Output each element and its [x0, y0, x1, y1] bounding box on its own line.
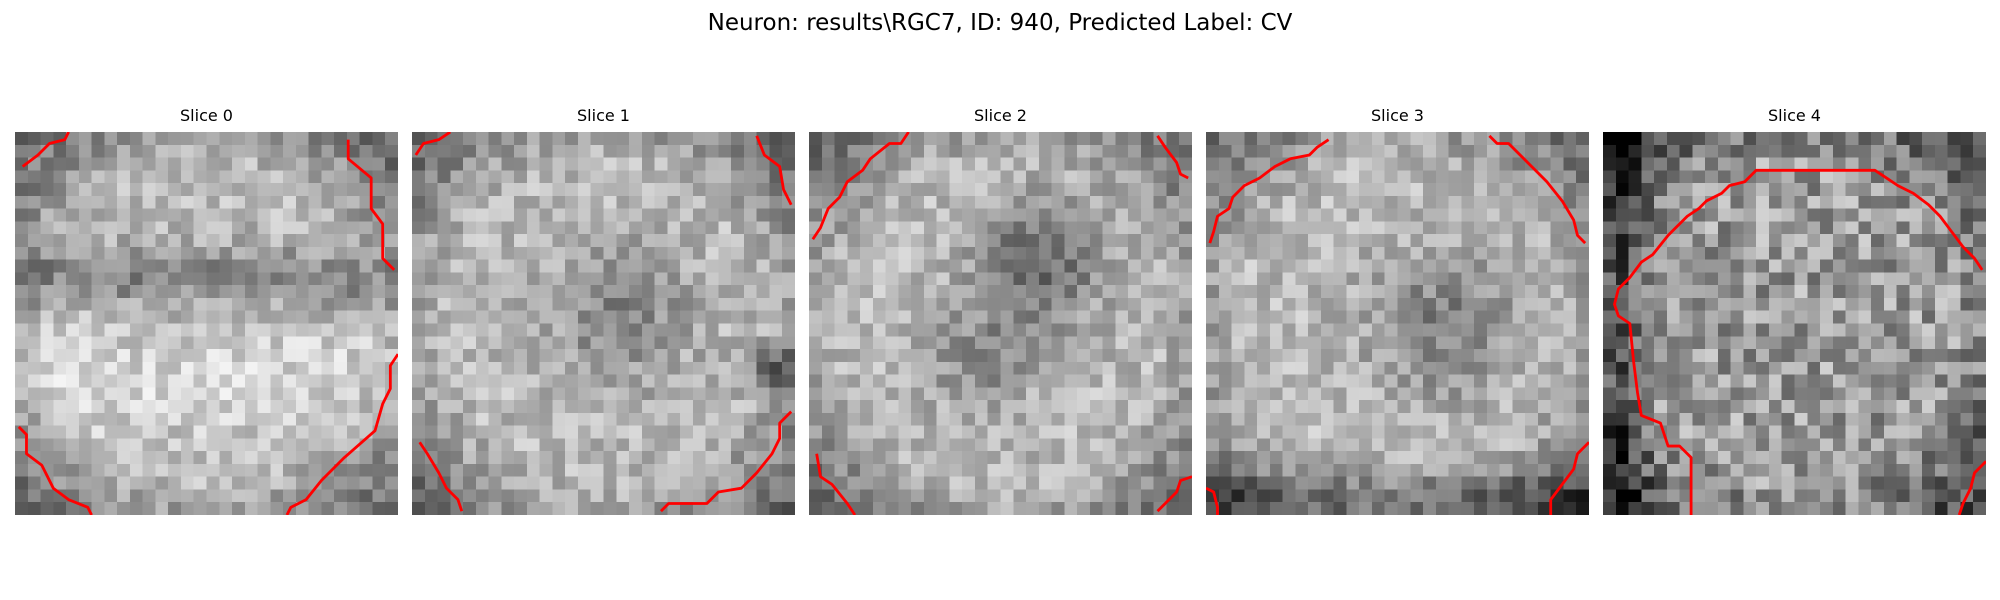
- contour-line: [815, 453, 857, 515]
- slice-image-2: [809, 132, 1192, 515]
- slice-panel-2: Slice 2: [809, 104, 1192, 515]
- slice-panel-1: Slice 1: [412, 104, 795, 515]
- contour-line: [1208, 138, 1330, 244]
- contour-line: [811, 132, 910, 241]
- slice-image-4: [1603, 132, 1986, 515]
- figure-title: Neuron: results\RGC7, ID: 940, Predicted…: [707, 10, 1293, 36]
- contour-line: [659, 410, 793, 513]
- slice-title-0: Slice 0: [180, 106, 233, 125]
- contour-line: [755, 135, 793, 206]
- slice-title-3: Slice 3: [1371, 106, 1424, 125]
- contour-line: [17, 425, 93, 515]
- contour-line: [1488, 134, 1587, 245]
- contour-line: [1206, 486, 1219, 515]
- slice-panel-3: Slice 3: [1206, 104, 1589, 515]
- slice-image-1: [412, 132, 795, 515]
- contour-line: [285, 353, 398, 515]
- contour-line: [1156, 135, 1189, 180]
- slice-title-1: Slice 1: [577, 106, 630, 125]
- slice-image-3: [1206, 132, 1589, 515]
- contour-line: [1957, 460, 1986, 515]
- slice-image-0: [15, 132, 398, 515]
- slice-title-4: Slice 4: [1768, 106, 1821, 125]
- slice-title-2: Slice 2: [974, 106, 1027, 125]
- contour-line: [1613, 168, 1984, 515]
- slice-panel-4: Slice 4: [1603, 104, 1986, 515]
- contour-line: [346, 139, 396, 271]
- contour-line: [1156, 475, 1192, 513]
- contour-line: [414, 132, 452, 156]
- contour-line: [418, 441, 464, 512]
- contour-line: [21, 132, 70, 168]
- contour-line: [1549, 441, 1589, 515]
- slice-panel-0: Slice 0: [15, 104, 398, 515]
